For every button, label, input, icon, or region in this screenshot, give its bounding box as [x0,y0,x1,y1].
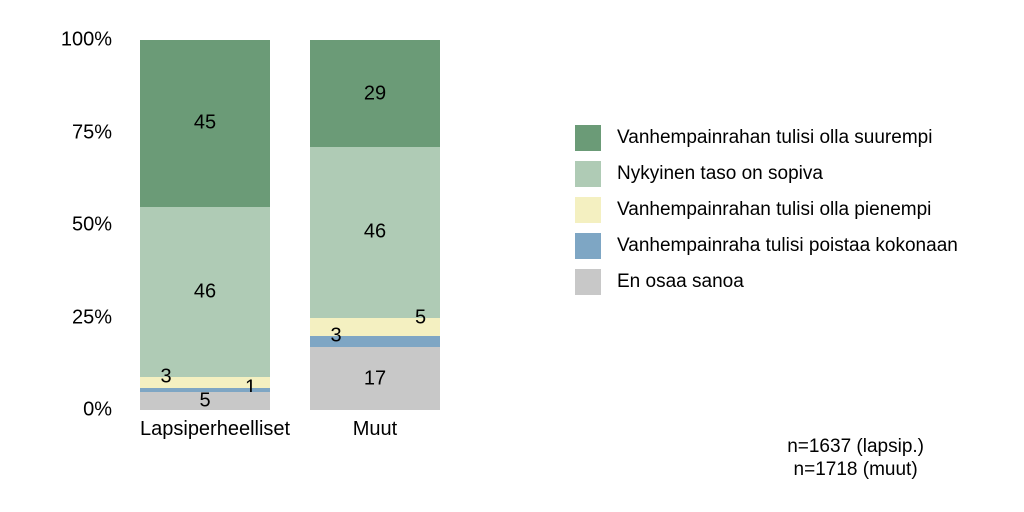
y-tick-label: 75% [52,121,112,144]
legend-label: Vanhempainrahan tulisi olla suurempi [617,127,932,149]
bar-segment: 3 [310,336,440,347]
y-tick-label: 50% [52,214,112,237]
bar-segment: 29 [310,40,440,147]
bar-segment-label: 3 [330,325,341,348]
bars-container: 454631529465317 [120,40,440,410]
legend-item: Vanhempainrahan tulisi olla pienempi [575,197,958,223]
legend-label: Vanhempainraha tulisi poistaa kokonaan [617,235,958,257]
bar-segment-label: 46 [364,221,386,244]
legend-item: Nykyinen taso on sopiva [575,161,958,187]
y-tick-label: 0% [52,399,112,422]
bar-segment-label: 5 [415,306,426,329]
legend-swatch [575,233,601,259]
legend-item: Vanhempainraha tulisi poistaa kokonaan [575,233,958,259]
bar-segment-label: 46 [194,280,216,303]
bar-segment: 46 [310,147,440,317]
legend: Vanhempainrahan tulisi olla suurempi Nyky… [575,125,958,305]
legend-swatch [575,269,601,295]
bar-segment-label: 3 [160,365,171,388]
bar-segment-label: 5 [199,389,210,412]
x-axis-labels: Lapsiperheelliset Muut [120,418,440,441]
chart-wrapper: 0%25%50%75%100% 454631529465317 Lapsiper… [0,0,1024,512]
legend-label: En osaa sanoa [617,271,744,293]
legend-item: Vanhempainrahan tulisi olla suurempi [575,125,958,151]
plot-area: 454631529465317 [120,40,440,410]
bar-segment-label: 29 [364,82,386,105]
bar: 4546315 [140,40,270,410]
bar-segment: 5 [140,392,270,411]
footnote-line-2: n=1718 (muut) [787,458,924,482]
bar-segment: 46 [140,207,270,377]
legend-swatch [575,197,601,223]
bar: 29 46 5 3 17 [310,40,440,410]
legend-label: Vanhempainrahan tulisi olla pienempi [617,199,931,221]
x-axis-category-label: Lapsiperheelliset [140,418,270,441]
legend-label: Nykyinen taso on sopiva [617,163,823,185]
footnote-line-1: n=1637 (lapsip.) [787,435,924,459]
legend-item: En osaa sanoa [575,269,958,295]
y-axis: 0%25%50%75%100% [50,40,120,410]
y-tick-label: 25% [52,306,112,329]
sample-size-note: n=1637 (lapsip.) n=1718 (muut) [787,435,924,483]
bar-segment-label: 17 [364,367,386,390]
bar-segment: 45 [140,40,270,207]
legend-swatch [575,161,601,187]
bar-segment-label: 45 [194,112,216,135]
bar-segment: 17 [310,347,440,410]
x-axis-category-label: Muut [310,418,440,441]
legend-swatch [575,125,601,151]
y-tick-label: 100% [52,29,112,52]
